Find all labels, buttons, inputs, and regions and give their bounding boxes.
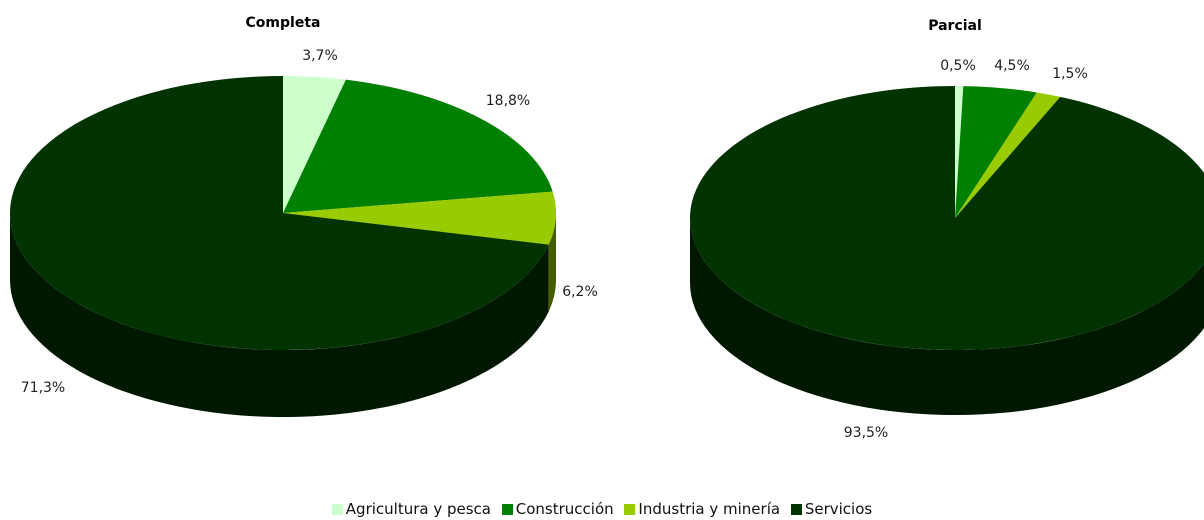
legend-swatch (790, 504, 802, 515)
pie-side-servicios (690, 218, 1204, 415)
pie-slice-agricultura-y-pesca (955, 86, 964, 218)
chart-title-completa: Completa (246, 15, 321, 31)
legend-item-servicios: Servicios (790, 500, 873, 518)
data-label-industria-y-mineria: 1,5% (1052, 66, 1088, 82)
legend-swatch (331, 504, 343, 515)
legend-swatch (501, 504, 513, 515)
legend-label: Agricultura y pesca (345, 500, 491, 518)
pie-side-servicios (10, 213, 549, 417)
chart-title-parcial: Parcial (928, 18, 982, 34)
pie-completa: 3,7% 18,8% 6,2% 71,3% (9, 48, 598, 417)
legend-label: Servicios (804, 500, 873, 518)
data-label-construccion: 4,5% (994, 58, 1030, 74)
pie-slice-servicios (9, 76, 549, 350)
legend-item-construccion: Construcción (501, 500, 614, 518)
pie-slice-agricultura-y-pesca (283, 76, 346, 213)
pie-slice-construccion (955, 86, 1037, 219)
pie-side-industria-y-mineria (548, 213, 556, 312)
legend-swatch (624, 504, 636, 515)
legend: Agricultura y pesca Construcción Industr… (0, 500, 1204, 518)
legend-item-industria: Industria y minería (624, 500, 780, 518)
legend-item-agricultura: Agricultura y pesca (331, 500, 491, 518)
data-label-construccion: 18,8% (486, 93, 530, 109)
pie-slice-servicios (690, 86, 1204, 350)
pie-slice-construccion (283, 79, 553, 213)
data-label-industria-y-mineria: 6,2% (562, 284, 598, 300)
data-label-servicios: 93,5% (844, 425, 888, 441)
data-label-agricultura-y-pesca: 3,7% (302, 48, 338, 64)
data-label-servicios: 71,3% (21, 380, 65, 396)
pie-parcial: 0,5% 4,5% 1,5% 93,5% (690, 58, 1204, 441)
legend-label: Construcción (515, 500, 614, 518)
pie-slice-industria-y-mineria (955, 92, 1061, 218)
legend-label: Industria y minería (638, 500, 781, 518)
data-label-agricultura-y-pesca: 0,5% (940, 58, 976, 74)
pie-slice-industria-y-mineria (283, 191, 556, 245)
